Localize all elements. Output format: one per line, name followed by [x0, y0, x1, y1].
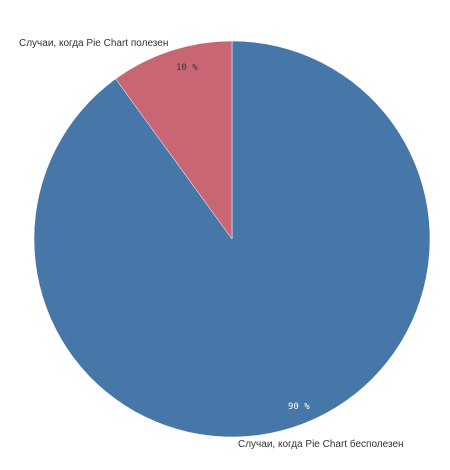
category-label-useless: Случаи, когда Pie Chart бесполезен: [238, 438, 404, 450]
data-label-useless: 90 %: [288, 402, 310, 412]
category-label-useful: Случаи, когда Pie Chart полезен: [19, 38, 168, 49]
pie-slice-useful: [115, 40, 233, 240]
data-label-useful: 10 %: [176, 63, 198, 73]
